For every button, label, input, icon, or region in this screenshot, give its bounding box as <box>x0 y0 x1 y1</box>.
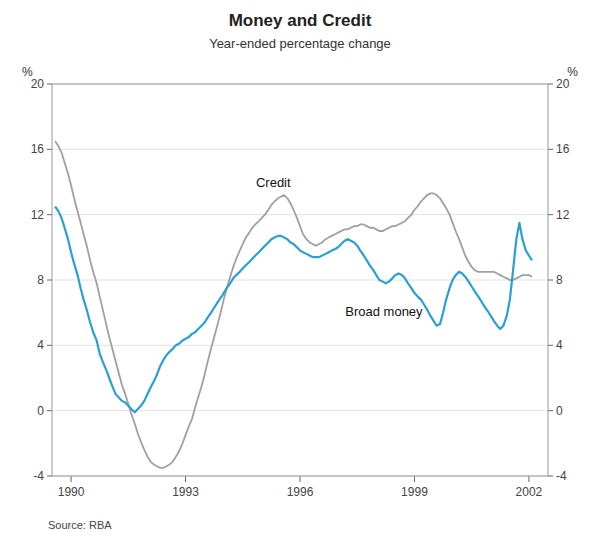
y-tick-label: 0 <box>37 404 44 418</box>
y-tick <box>47 280 52 281</box>
grid <box>52 84 548 476</box>
grid-line <box>52 214 548 215</box>
x-tick <box>71 476 72 482</box>
y-axis: -4 0 4 8 12 16 20 <box>31 77 52 483</box>
grid-line <box>52 280 548 281</box>
x-tick <box>414 476 415 482</box>
grid-line <box>52 345 548 346</box>
lines <box>55 141 532 468</box>
y-tick <box>47 410 52 411</box>
y-tick-label: -4 <box>33 469 44 483</box>
y2-axis: -4 0 4 8 12 16 20 <box>548 77 570 483</box>
y-tick-label: 4 <box>37 338 44 352</box>
title: Money and Credit <box>229 11 372 30</box>
y-tick <box>47 214 52 215</box>
series-label: Broad money <box>345 304 423 319</box>
y-tick <box>47 84 52 85</box>
y-tick <box>47 476 52 477</box>
y2-tick-label: 4 <box>556 338 563 352</box>
y-tick-label: 20 <box>31 77 45 91</box>
x-tick-label: 2002 <box>516 485 543 499</box>
y2-tick-label: 0 <box>556 404 563 418</box>
plot-frame <box>52 84 548 476</box>
y2-tick <box>548 84 553 85</box>
subtitle: Year-ended percentage change <box>209 36 391 51</box>
x-tick <box>528 476 529 482</box>
y2-tick-label: 20 <box>556 77 570 91</box>
y2-tick <box>548 280 553 281</box>
y2-tick <box>548 410 553 411</box>
x-axis: 1990 1993 1996 1999 2002 <box>58 476 543 499</box>
y2-tick-label: 12 <box>556 208 570 222</box>
x-tick <box>300 476 301 482</box>
y-tick-label: 12 <box>31 208 45 222</box>
y2-tick <box>548 214 553 215</box>
y-tick-label: 16 <box>31 142 45 156</box>
y2-tick <box>548 345 553 346</box>
x-tick <box>185 476 186 482</box>
y-tick <box>47 345 52 346</box>
y2-tick-label: -4 <box>556 469 567 483</box>
plot-area <box>52 84 548 476</box>
y2-tick <box>548 149 553 150</box>
y-tick <box>47 149 52 150</box>
x-tick-label: 1993 <box>172 485 199 499</box>
x-tick-label: 1996 <box>287 485 314 499</box>
y2-tick-label: 8 <box>556 273 563 287</box>
annotations: Credit Broad money <box>256 175 423 319</box>
page: {"chart_data": { "type": "line", "title"… <box>0 0 600 539</box>
x-tick-label: 1999 <box>401 485 428 499</box>
source: Source: RBA <box>48 519 112 531</box>
series-label: Credit <box>256 175 291 190</box>
x-tick-label: 1990 <box>58 485 85 499</box>
y2-tick-label: 16 <box>556 142 570 156</box>
grid-line <box>52 149 548 150</box>
y2-tick <box>548 476 553 477</box>
y-tick-label: 8 <box>37 273 44 287</box>
series-line <box>55 207 532 413</box>
grid-line <box>52 410 548 411</box>
series-line <box>55 141 532 468</box>
chart: Money and Credit Year-ended percentage ch… <box>0 0 600 539</box>
